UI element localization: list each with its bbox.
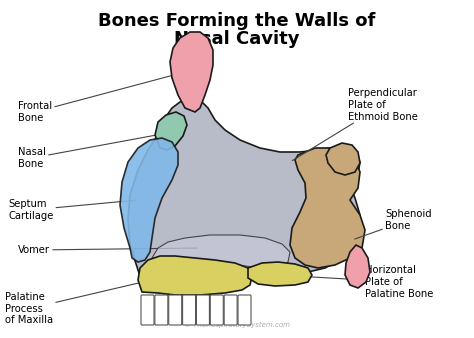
Text: Nasal Cavity: Nasal Cavity bbox=[174, 30, 300, 48]
FancyBboxPatch shape bbox=[196, 295, 210, 325]
FancyBboxPatch shape bbox=[238, 295, 251, 325]
Polygon shape bbox=[152, 235, 290, 268]
Text: Perpendicular
Plate of
Ethmoid Bone: Perpendicular Plate of Ethmoid Bone bbox=[292, 89, 418, 161]
FancyBboxPatch shape bbox=[169, 295, 182, 325]
Polygon shape bbox=[155, 112, 187, 150]
Text: Vomer: Vomer bbox=[18, 245, 197, 255]
Text: Frontal
Bone: Frontal Bone bbox=[18, 73, 182, 123]
Text: Sphenoid
Bone: Sphenoid Bone bbox=[355, 209, 432, 239]
FancyBboxPatch shape bbox=[224, 295, 237, 325]
Polygon shape bbox=[290, 148, 365, 268]
Polygon shape bbox=[120, 138, 178, 262]
Polygon shape bbox=[248, 262, 312, 286]
Text: © TheRespiratorySystem.com: © TheRespiratorySystem.com bbox=[184, 321, 290, 328]
Text: Bones Forming the Walls of: Bones Forming the Walls of bbox=[98, 12, 376, 30]
FancyBboxPatch shape bbox=[155, 295, 168, 325]
Polygon shape bbox=[326, 143, 360, 175]
Polygon shape bbox=[345, 245, 370, 288]
FancyBboxPatch shape bbox=[141, 295, 154, 325]
Polygon shape bbox=[128, 98, 360, 290]
Text: Palatine
Process
of Maxilla: Palatine Process of Maxilla bbox=[5, 279, 157, 325]
FancyBboxPatch shape bbox=[182, 295, 196, 325]
Text: Septum
Cartilage: Septum Cartilage bbox=[8, 199, 135, 221]
Text: Nasal
Bone: Nasal Bone bbox=[18, 135, 159, 169]
Polygon shape bbox=[170, 32, 213, 112]
Polygon shape bbox=[138, 256, 252, 295]
FancyBboxPatch shape bbox=[210, 295, 223, 325]
Text: Horizontal
Plate of
Palatine Bone: Horizontal Plate of Palatine Bone bbox=[298, 265, 433, 298]
